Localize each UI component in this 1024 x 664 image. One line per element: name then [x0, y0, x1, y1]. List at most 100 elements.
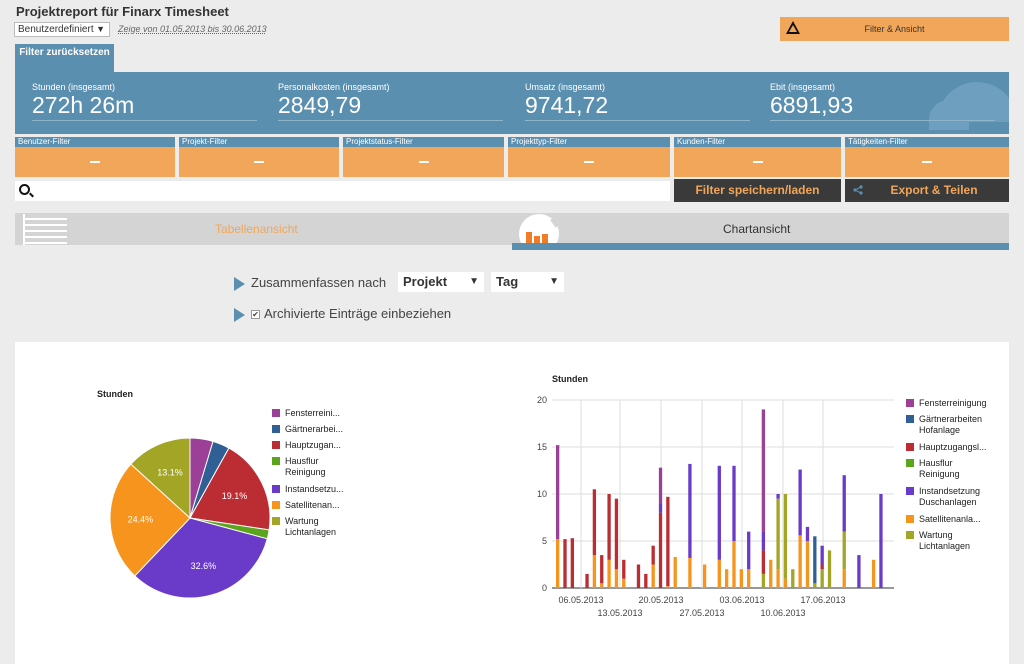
bar-segment-satelliten[interactable]: [592, 555, 597, 588]
bar-segment-satelliten[interactable]: [769, 559, 773, 588]
bar-segment-hauptzugang[interactable]: [666, 496, 670, 587]
bar-segment-satelliten[interactable]: [776, 569, 780, 588]
legend-item[interactable]: Satellitenanla...: [919, 514, 981, 524]
bar-segment-instandsetzung[interactable]: [747, 531, 751, 570]
bar-segment-hauptzugang[interactable]: [600, 555, 604, 584]
bar-segment-wartung[interactable]: [820, 569, 824, 588]
bar-segment-satelliten[interactable]: [805, 541, 810, 588]
legend-item[interactable]: Wartung: [919, 530, 953, 540]
bar-segment-instandsetzung[interactable]: [820, 545, 824, 565]
bar-segment-satelliten[interactable]: [717, 559, 721, 588]
bar-segment-instandsetzung[interactable]: [658, 503, 663, 513]
export-share-button[interactable]: Export & Teilen: [845, 179, 1009, 202]
bar-segment-gärtnerarbeiten[interactable]: [813, 536, 817, 584]
bar-segment-instandsetzung[interactable]: [879, 494, 883, 588]
bar-segment-wartung[interactable]: [783, 494, 788, 579]
bar-segment-satelliten[interactable]: [702, 564, 707, 589]
pie-slice-wartung[interactable]: [130, 437, 191, 520]
filter-user[interactable]: Benutzer-Filter: [15, 137, 175, 177]
bar-segment-satelliten[interactable]: [622, 578, 626, 588]
legend-item[interactable]: Wartung: [285, 516, 319, 526]
filter-activity[interactable]: Tätigkeiten-Filter: [845, 137, 1009, 177]
bar-segment-instandsetzung[interactable]: [717, 465, 721, 560]
legend-item[interactable]: Hausflur: [919, 458, 953, 468]
bar-segment-instandsetzung[interactable]: [857, 555, 861, 588]
bar-segment-hauptzugang[interactable]: [636, 564, 641, 589]
bar-segment-hauptzugang[interactable]: [592, 489, 597, 556]
bar-segment-fensterreinigung[interactable]: [556, 445, 560, 540]
legend-item[interactable]: Satellitenan...: [285, 500, 340, 510]
bar-segment-wartung[interactable]: [791, 569, 795, 588]
tab-table-view[interactable]: Tabellenansicht: [215, 222, 298, 236]
period-select[interactable]: Benutzerdefiniert ▼: [14, 22, 110, 37]
bar-segment-hauptzugang[interactable]: [761, 550, 766, 574]
filter-project-status[interactable]: Projektstatus-Filter: [343, 137, 504, 177]
bar-segment-wartung[interactable]: [776, 498, 780, 570]
period-range-link[interactable]: Zeige von 01.05.2013 bis 30.06.2013: [118, 24, 267, 34]
legend-item[interactable]: Gärtnerarbei...: [285, 424, 343, 434]
bar-segment-satelliten[interactable]: [688, 557, 692, 588]
legend-item[interactable]: Gärtnerarbeiten: [919, 414, 982, 424]
pie-slice-instandsetzung[interactable]: [134, 517, 268, 599]
bar-segment-hauptzugang[interactable]: [651, 545, 655, 565]
bar-segment-hauptzugang[interactable]: [622, 559, 626, 579]
bar-segment-satelliten[interactable]: [673, 556, 677, 588]
interval-select[interactable]: Tag ▼: [491, 272, 564, 292]
filter-project-type[interactable]: Projekttyp-Filter: [508, 137, 670, 177]
bar-segment-satelliten[interactable]: [666, 586, 670, 588]
filter-view-button[interactable]: Filter & Ansicht: [780, 17, 1009, 41]
x-tick-label: 17.06.2013: [800, 595, 845, 605]
bar-segment-wartung[interactable]: [827, 550, 832, 588]
pie-slice-hauptzugang[interactable]: [189, 447, 271, 531]
bar-segment-hauptzugang[interactable]: [644, 573, 648, 588]
bar-segment-satelliten[interactable]: [739, 569, 744, 588]
legend-item[interactable]: Hauptzugangsl...: [919, 442, 987, 452]
bar-segment-instandsetzung[interactable]: [761, 531, 766, 551]
bar-segment-satelliten[interactable]: [871, 559, 876, 588]
bar-segment-satelliten[interactable]: [725, 569, 729, 588]
bar-segment-wartung[interactable]: [813, 583, 817, 588]
bar-segment-instandsetzung[interactable]: [732, 465, 736, 541]
filter-customer[interactable]: Kunden-Filter: [674, 137, 841, 177]
tab-chart-view[interactable]: Chartansicht: [723, 222, 791, 236]
bar-segment-hauptzugang[interactable]: [563, 539, 567, 588]
bar-segment-wartung[interactable]: [761, 573, 766, 588]
bar-segment-satelliten[interactable]: [798, 535, 802, 588]
group-by-select[interactable]: Projekt ▼: [398, 272, 484, 292]
search-input[interactable]: [15, 181, 670, 201]
bar-segment-hauptzugang[interactable]: [658, 512, 663, 588]
bar-segment-satelliten[interactable]: [614, 569, 619, 588]
bar-segment-hauptzugang[interactable]: [820, 564, 824, 570]
pie-slice-satelliten[interactable]: [109, 463, 191, 577]
legend-item[interactable]: Hauptzugan...: [285, 440, 341, 450]
legend-item[interactable]: Fensterreini...: [285, 408, 340, 418]
legend-item[interactable]: Instandsetzung: [919, 486, 980, 496]
save-load-filter-button[interactable]: Filter speichern/laden: [674, 179, 841, 202]
bar-segment-satelliten[interactable]: [842, 569, 846, 588]
bar-segment-satelliten[interactable]: [651, 564, 655, 589]
legend-item[interactable]: Instandsetzu...: [285, 484, 344, 494]
bar-segment-satelliten[interactable]: [732, 541, 736, 588]
bar-segment-fensterreinigung[interactable]: [658, 467, 663, 504]
archived-checkbox[interactable]: ✔: [251, 310, 260, 320]
bar-segment-satelliten[interactable]: [747, 569, 751, 588]
reset-filter-tab[interactable]: Filter zurücksetzen: [15, 44, 114, 74]
bar-segment-hauptzugang[interactable]: [607, 494, 611, 560]
filter-project[interactable]: Projekt-Filter: [179, 137, 339, 177]
bar-segment-instandsetzung[interactable]: [798, 469, 802, 536]
bar-segment-hauptzugang[interactable]: [614, 498, 619, 570]
legend-item[interactable]: Fensterreinigung: [919, 398, 987, 408]
bar-segment-satelliten[interactable]: [556, 539, 560, 588]
bar-segment-instandsetzung[interactable]: [688, 463, 692, 558]
bar-segment-wartung[interactable]: [842, 531, 846, 570]
bar-segment-instandsetzung[interactable]: [842, 475, 846, 532]
legend-item[interactable]: Hausflur: [285, 456, 319, 466]
bar-segment-hauptzugang[interactable]: [585, 573, 589, 588]
bar-segment-hauptzugang[interactable]: [570, 538, 575, 588]
bar-segment-satelliten[interactable]: [600, 583, 604, 588]
bar-segment-fensterreinigung[interactable]: [761, 409, 766, 532]
bar-segment-satelliten[interactable]: [783, 578, 788, 588]
bar-segment-instandsetzung[interactable]: [805, 526, 810, 541]
bar-segment-instandsetzung[interactable]: [776, 494, 780, 499]
bar-segment-satelliten[interactable]: [607, 559, 611, 588]
